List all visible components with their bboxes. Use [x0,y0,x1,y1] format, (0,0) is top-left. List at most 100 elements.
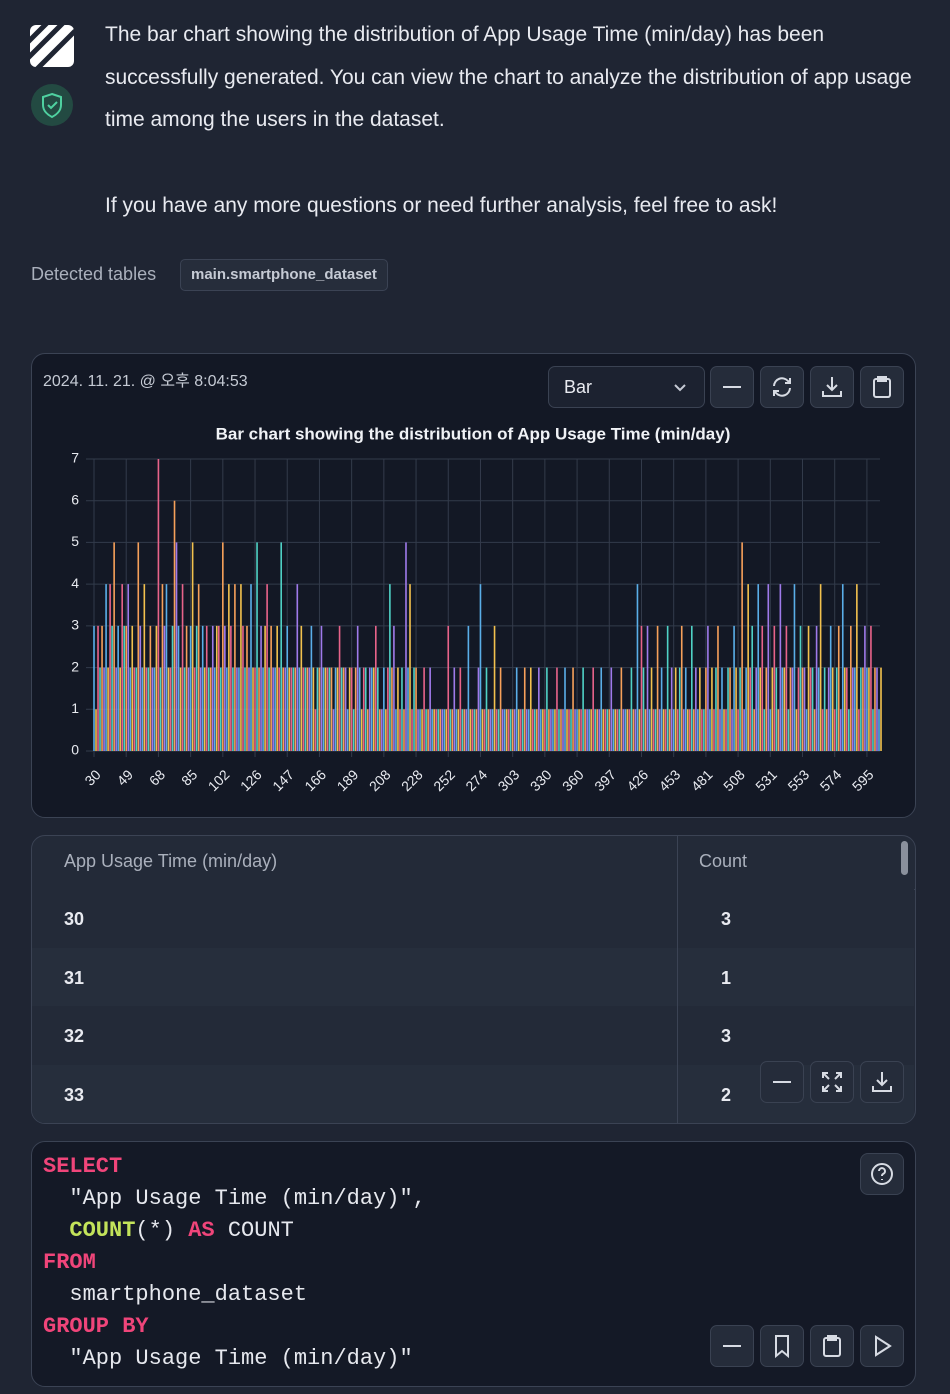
assistant-message: The bar chart showing the distribution o… [105,14,925,227]
scrollbar[interactable] [901,841,908,875]
bar [693,709,695,751]
bar [395,709,397,751]
y-tick-label: 5 [71,533,79,549]
x-tick-label: 274 [462,766,490,794]
sql-token: "App Usage Time (min/day)", [43,1186,426,1211]
bookmark-button[interactable] [760,1325,804,1367]
bar [604,709,607,751]
bar [564,667,566,751]
bar [632,709,635,751]
bar [507,709,510,751]
bar [688,709,691,751]
x-tick-label: 574 [817,766,845,794]
download-button[interactable] [860,1061,904,1103]
chart-type-select[interactable]: Bar [548,366,705,408]
bar [586,709,588,751]
bar [695,667,697,751]
bar [674,667,677,751]
minimize-button[interactable] [760,1061,804,1103]
bar [455,709,458,751]
bar [719,709,721,751]
bar [197,584,200,751]
bar [509,709,512,751]
bar [525,709,528,751]
bar [217,625,220,751]
bar [437,709,439,751]
y-tick-label: 6 [71,491,79,507]
table-cell: 33 [64,1085,85,1106]
bar [749,667,751,751]
sql-line: smartphone_dataset [43,1282,307,1307]
help-button[interactable] [860,1153,904,1195]
table-row[interactable]: 31 1 [32,947,914,1007]
table-row[interactable]: 32 3 [32,1006,914,1066]
bar [385,709,387,751]
bar [403,709,405,751]
bar [479,584,482,751]
table-row[interactable]: 30 3 [32,889,914,948]
expand-button[interactable] [810,1061,854,1103]
bar [799,625,802,751]
bar [769,709,772,751]
bar [682,709,685,751]
detected-label: Detected tables [31,264,157,284]
copy-button[interactable] [860,366,904,408]
bar [578,709,580,751]
bar [690,625,693,751]
bar [222,542,224,751]
bar [199,667,202,751]
bar [475,709,478,751]
y-tick-label: 3 [71,617,79,633]
bar [825,709,828,751]
x-tick-label: 553 [784,766,812,794]
bar [165,584,168,751]
bar [383,667,385,751]
bar [270,625,272,751]
bar [644,709,647,751]
table-cell: 2 [721,1085,732,1106]
sql-line: COUNT(*) AS COUNT [43,1218,293,1243]
bar [536,709,538,751]
bar [554,709,556,751]
bar [767,584,770,751]
sql-token: (*) [135,1218,189,1243]
x-tick-label: 531 [752,766,780,794]
bar [362,667,365,751]
bar [296,584,299,751]
bar [860,667,862,751]
bar [765,667,768,751]
sql-token: SELECT [43,1154,123,1179]
table-chip[interactable]: main.smartphone_dataset [180,259,388,291]
bar [699,667,701,751]
bar [715,667,717,751]
minimize-button[interactable] [710,1325,754,1367]
bar [495,709,498,751]
bar [837,625,840,751]
sql-line: GROUP BY [43,1314,149,1339]
bar [835,667,838,751]
bar [852,667,854,751]
bar [791,667,794,751]
bar [427,709,429,751]
refresh-button[interactable] [760,366,804,408]
copy-button[interactable] [810,1325,854,1367]
download-button[interactable] [810,366,854,408]
bar [626,709,629,751]
bar [612,709,615,751]
table-cell: 32 [64,1026,85,1047]
bar [226,667,228,751]
bar [845,667,848,751]
bar [771,667,774,751]
bar [477,667,480,751]
logo-stripes [30,25,74,67]
run-button[interactable] [860,1325,904,1367]
bar [664,709,667,751]
minimize-button[interactable] [710,366,754,408]
bar [417,709,419,751]
header-cell: Count [699,851,748,871]
bar [354,667,357,751]
bar [556,667,558,751]
bar [459,667,462,751]
bar [588,709,590,751]
bar [175,542,178,751]
